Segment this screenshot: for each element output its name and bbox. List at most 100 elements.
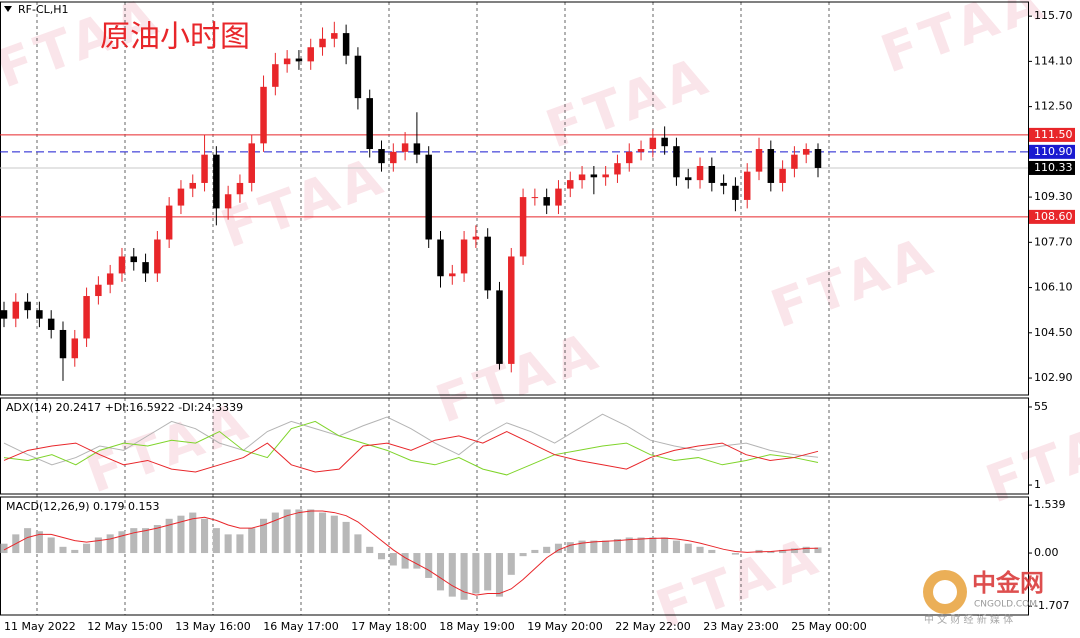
y-tick-label: 115.70 bbox=[1034, 9, 1073, 22]
title-arrow bbox=[4, 6, 12, 12]
y-tick-label: 106.10 bbox=[1034, 281, 1073, 294]
candle-body bbox=[543, 197, 550, 206]
candle-body bbox=[496, 290, 503, 364]
candle-body bbox=[791, 154, 798, 169]
price-level-box bbox=[1029, 127, 1075, 142]
candle-body bbox=[626, 151, 633, 164]
y-tick-label: 102.90 bbox=[1034, 371, 1073, 384]
candle-body bbox=[449, 273, 456, 277]
histogram-bar bbox=[484, 553, 492, 591]
candle-body bbox=[201, 154, 208, 183]
x-tick-label: 23 May 23:00 bbox=[703, 620, 778, 633]
candle-body bbox=[248, 143, 255, 183]
candle-body bbox=[59, 329, 67, 359]
candle-body bbox=[36, 310, 43, 319]
candle-body bbox=[177, 188, 185, 206]
logo-domain: CNGOLD.COM bbox=[974, 600, 1037, 610]
histogram-bar bbox=[448, 553, 456, 597]
histogram-bar bbox=[35, 531, 43, 554]
candle-body bbox=[12, 301, 20, 319]
histogram-bar bbox=[625, 537, 633, 554]
histogram-bar bbox=[71, 549, 79, 554]
histogram-bar bbox=[684, 543, 692, 554]
candle-body bbox=[189, 182, 196, 189]
histogram-bar bbox=[0, 543, 8, 554]
candle-body bbox=[743, 171, 751, 200]
y-tick-label: 0.00 bbox=[1034, 546, 1059, 559]
annotation: 原油小时图 bbox=[100, 20, 250, 55]
histogram-bar bbox=[413, 553, 421, 569]
candle-body bbox=[260, 86, 267, 144]
candle-body bbox=[142, 262, 149, 274]
histogram-bar bbox=[118, 531, 126, 554]
histogram-bar bbox=[165, 518, 173, 554]
candle-body bbox=[401, 143, 409, 152]
histogram-bar bbox=[767, 551, 775, 554]
histogram-bar bbox=[613, 539, 621, 554]
histogram-bar bbox=[696, 546, 704, 554]
histogram-bar bbox=[389, 553, 397, 566]
histogram-bar bbox=[401, 553, 409, 569]
logo-tagline: 中 文 财 经 新 媒 体 bbox=[924, 613, 1013, 626]
candle-body bbox=[484, 236, 491, 291]
candle-body bbox=[154, 239, 161, 274]
histogram-bar bbox=[590, 540, 598, 554]
histogram-bar bbox=[295, 509, 303, 554]
candle-body bbox=[661, 137, 668, 147]
histogram-bar bbox=[259, 518, 268, 554]
candle-body bbox=[779, 168, 786, 183]
candle-body bbox=[472, 236, 480, 240]
candle-body bbox=[684, 177, 692, 181]
histogram-bar bbox=[106, 534, 114, 554]
histogram-bar bbox=[519, 553, 527, 557]
histogram-bar bbox=[59, 546, 67, 554]
histogram-bar bbox=[366, 546, 374, 554]
candle-body bbox=[519, 197, 527, 257]
candle-body bbox=[555, 188, 562, 206]
y-tick-label: 55 bbox=[1034, 400, 1048, 413]
histogram-bar bbox=[177, 515, 185, 554]
y-tick-label: -1.707 bbox=[1034, 599, 1069, 612]
x-tick-label: 22 May 22:00 bbox=[615, 620, 690, 633]
logo: 中金网 CNGOLD.COM 中 文 财 经 新 媒 体 bbox=[923, 569, 1044, 626]
histogram-bar bbox=[271, 512, 279, 554]
candle-body bbox=[732, 185, 739, 200]
candle-body bbox=[802, 149, 810, 155]
candle-body bbox=[319, 38, 326, 48]
signal-line bbox=[3, 510, 819, 596]
histogram-bar bbox=[507, 553, 515, 575]
histogram-bar bbox=[354, 534, 362, 554]
histogram-bar bbox=[318, 512, 327, 554]
candle-body bbox=[673, 146, 680, 178]
logo-name: 中金网 bbox=[972, 569, 1044, 597]
histogram-bar bbox=[708, 549, 716, 554]
x-tick-label: 11 May 2022 bbox=[4, 620, 76, 633]
histogram-bar bbox=[342, 521, 350, 554]
x-tick-label: 16 May 17:00 bbox=[263, 620, 338, 633]
histogram-bar bbox=[224, 534, 232, 554]
candle-body bbox=[331, 33, 338, 39]
histogram-bar bbox=[212, 528, 220, 554]
x-tick-label: 19 May 20:00 bbox=[527, 620, 602, 633]
histogram-bar bbox=[377, 553, 386, 560]
histogram-bar bbox=[472, 553, 480, 594]
candle-body bbox=[307, 47, 314, 62]
candle-body bbox=[342, 33, 350, 56]
histogram-bar bbox=[248, 528, 256, 554]
candle-body bbox=[578, 174, 586, 181]
histogram-bar bbox=[94, 537, 102, 554]
candle-body bbox=[95, 284, 102, 297]
histogram-bar bbox=[531, 549, 539, 554]
histogram-bar bbox=[661, 537, 669, 554]
candle-body bbox=[425, 154, 432, 240]
histogram-bar bbox=[802, 546, 810, 554]
price-level-label: 110.90 bbox=[1034, 145, 1073, 158]
panel-frame bbox=[0, 1, 1029, 396]
candle-body bbox=[437, 239, 444, 277]
candle-body bbox=[83, 296, 90, 339]
histogram-bar bbox=[130, 528, 138, 554]
histogram-bar bbox=[425, 553, 433, 578]
candle-body bbox=[295, 58, 303, 62]
x-tick-label: 25 May 00:00 bbox=[791, 620, 866, 633]
